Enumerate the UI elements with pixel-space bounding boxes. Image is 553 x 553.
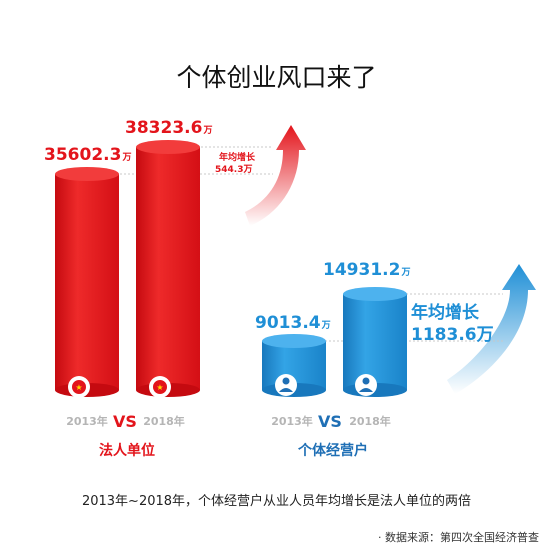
value-label-legal-2018: 38323.6万 bbox=[125, 118, 212, 138]
year-label-legal-2018: 2018年 bbox=[143, 414, 185, 428]
data-source: · 数据来源：第四次全国经济普查 bbox=[378, 531, 539, 544]
growth-label-legal: 年均增长 bbox=[219, 151, 256, 163]
emblem-icon: ★ bbox=[68, 376, 90, 398]
year-label-individual-2018: 2018年 bbox=[349, 414, 391, 428]
bar-legal-entity-2013: ★ bbox=[55, 167, 119, 398]
bar-individual-2018 bbox=[343, 287, 407, 397]
group-label-legal: 法人单位 bbox=[99, 442, 155, 459]
vs-label-individual: VS bbox=[318, 412, 342, 431]
bar-individual-2013 bbox=[262, 334, 326, 397]
value-label-individual-2013: 9013.4万 bbox=[255, 313, 331, 333]
chart-title: 个体创业风口来了 bbox=[176, 63, 377, 92]
emblem-icon: ★ bbox=[149, 376, 171, 398]
growth-label-individual: 年均增长 bbox=[411, 302, 480, 323]
value-label-individual-2018: 14931.2万 bbox=[323, 260, 410, 280]
year-label-legal-2013: 2013年 bbox=[66, 414, 108, 428]
svg-text:★: ★ bbox=[75, 383, 82, 392]
year-label-individual-2013: 2013年 bbox=[271, 414, 313, 428]
vs-label-legal: VS bbox=[113, 412, 137, 431]
person-icon bbox=[355, 374, 377, 396]
person-icon bbox=[275, 374, 297, 396]
individual-group: 9013.4万 14931.2万 年均增长 1183.6万 2013年 VS 2… bbox=[255, 260, 536, 459]
footnote: 2013年~2018年，个体经营户从业人员年均增长是法人单位的两倍 bbox=[81, 494, 472, 509]
svg-text:★: ★ bbox=[156, 383, 163, 392]
legal-entity-group: ★ ★ 35602.3万 38323.6万 年均增长 544.3万 2013年 … bbox=[44, 118, 306, 459]
value-label-legal-2013: 35602.3万 bbox=[44, 145, 131, 165]
bar-legal-entity-2018: ★ bbox=[136, 140, 200, 398]
growth-value-individual: 1183.6万 bbox=[411, 325, 494, 345]
group-label-individual: 个体经营户 bbox=[297, 442, 368, 459]
red-growth-arrow bbox=[245, 125, 306, 226]
blue-growth-arrow bbox=[447, 264, 536, 394]
growth-value-legal: 544.3万 bbox=[215, 164, 252, 175]
